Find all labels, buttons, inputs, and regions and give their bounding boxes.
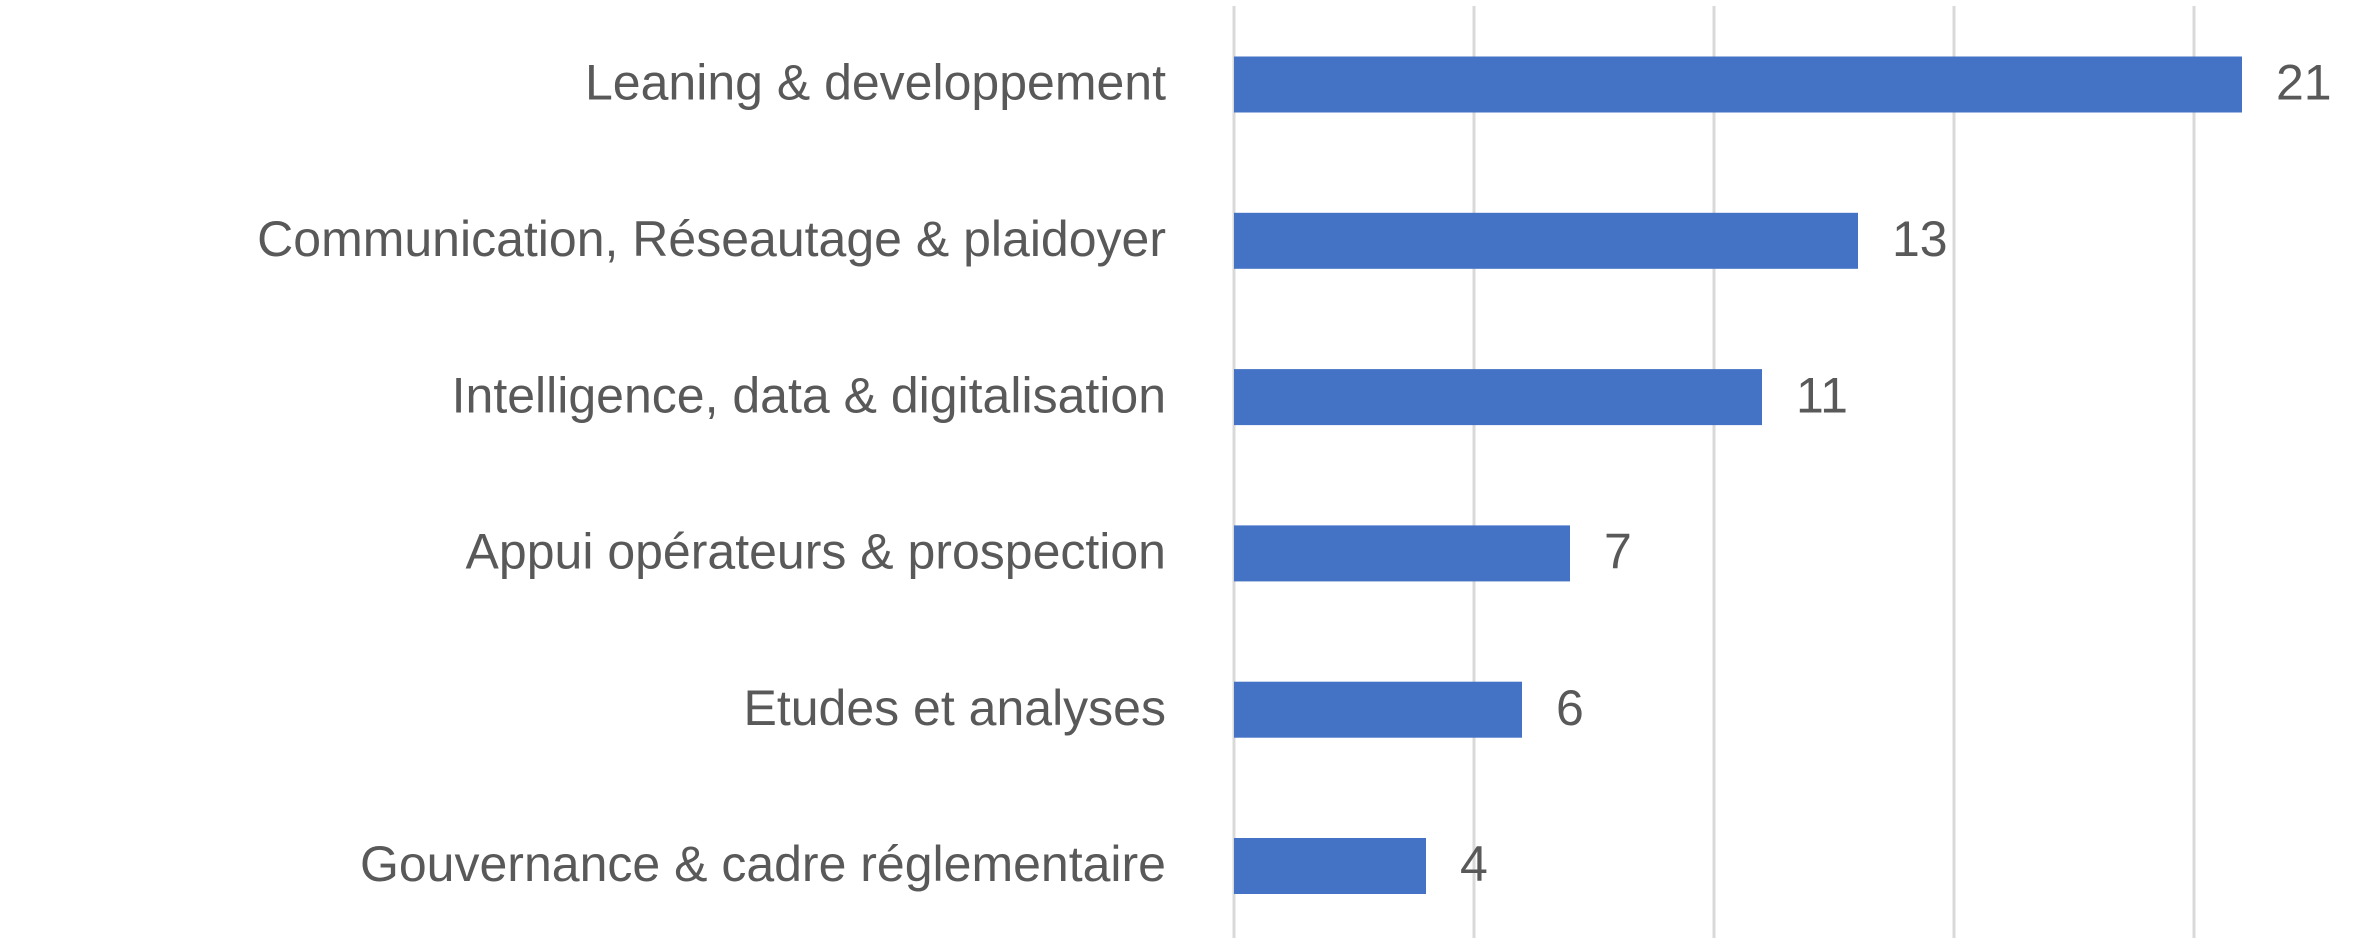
- category-label: Appui opérateurs & prospection: [466, 524, 1166, 580]
- category-label: Intelligence, data & digitalisation: [452, 367, 1166, 423]
- data-label: 11: [1796, 367, 1848, 423]
- data-label: 21: [2276, 55, 2332, 111]
- bar: [1234, 56, 2242, 113]
- data-label: 6: [1556, 680, 1584, 736]
- category-label: Etudes et analyses: [744, 680, 1167, 736]
- bar: [1234, 525, 1570, 582]
- data-label: 7: [1604, 524, 1632, 580]
- bar: [1234, 212, 1858, 269]
- data-label: 13: [1892, 211, 1948, 267]
- bar: [1234, 369, 1762, 426]
- category-label: Gouvernance & cadre réglementaire: [360, 836, 1166, 892]
- bar: [1234, 838, 1426, 894]
- category-label: Communication, Réseautage & plaidoyer: [257, 211, 1166, 267]
- bar: [1234, 681, 1522, 738]
- data-label: 4: [1460, 836, 1488, 892]
- category-label: Leaning & developpement: [585, 55, 1166, 111]
